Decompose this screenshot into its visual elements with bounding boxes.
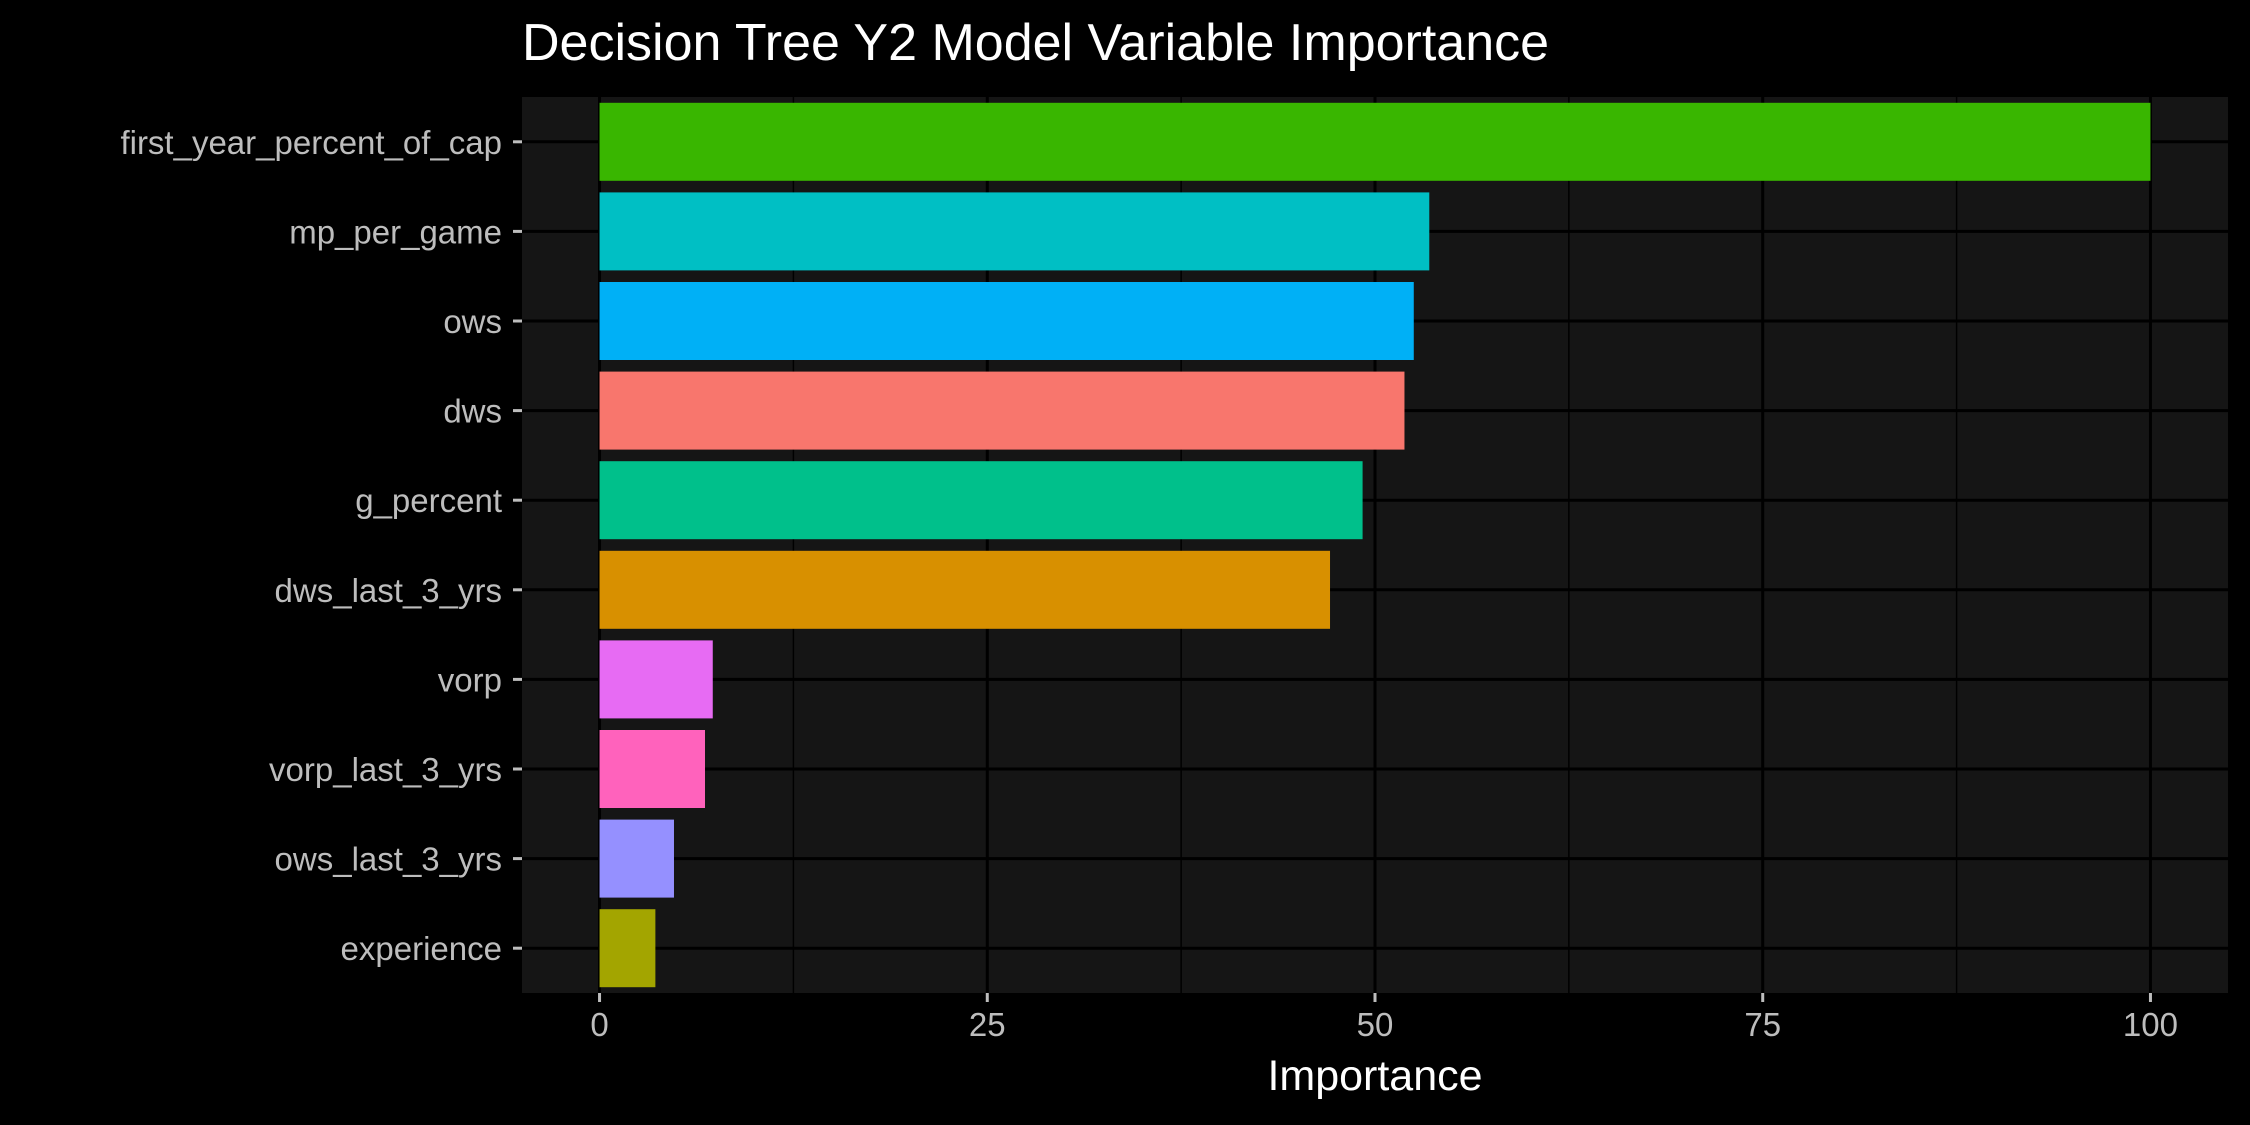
bar-ows (599, 282, 1414, 360)
y-tick-label: dws (443, 393, 502, 430)
bar-experience (599, 909, 656, 988)
x-axis: 0 25 50 75 100 (590, 993, 2178, 1043)
x-tick-label: 25 (969, 1006, 1006, 1043)
bar-ows-last-3-yrs (599, 819, 674, 898)
chart-title: Decision Tree Y2 Model Variable Importan… (522, 14, 1549, 72)
y-tick-label: dws_last_3_yrs (275, 572, 502, 609)
y-tick-label: experience (341, 930, 502, 967)
x-tick-label: 100 (2123, 1006, 2178, 1043)
y-tick-label: mp_per_game (289, 213, 502, 250)
x-tick-label: 50 (1357, 1006, 1394, 1043)
bar-vorp-last-3-yrs (599, 730, 706, 808)
y-tick-label: ows (443, 303, 502, 340)
y-tick-label: g_percent (355, 482, 502, 519)
bar-mp-per-game (599, 192, 1430, 271)
x-tick-label: 75 (1744, 1006, 1781, 1043)
y-tick-label: vorp (438, 661, 502, 698)
bar-dws-last-3-yrs (599, 550, 1331, 629)
bar-vorp (599, 640, 713, 719)
bar-first-year-percent-of-cap (599, 102, 2151, 181)
y-tick-label: ows_last_3_yrs (275, 841, 502, 878)
x-tick-label: 0 (590, 1006, 608, 1043)
bar-dws (599, 371, 1405, 450)
x-axis-title: Importance (1267, 1052, 1482, 1100)
bars (599, 102, 2151, 988)
y-tick-label: first_year_percent_of_cap (120, 124, 502, 161)
bar-g-percent (599, 461, 1363, 540)
y-tick-label: vorp_last_3_yrs (269, 751, 502, 788)
